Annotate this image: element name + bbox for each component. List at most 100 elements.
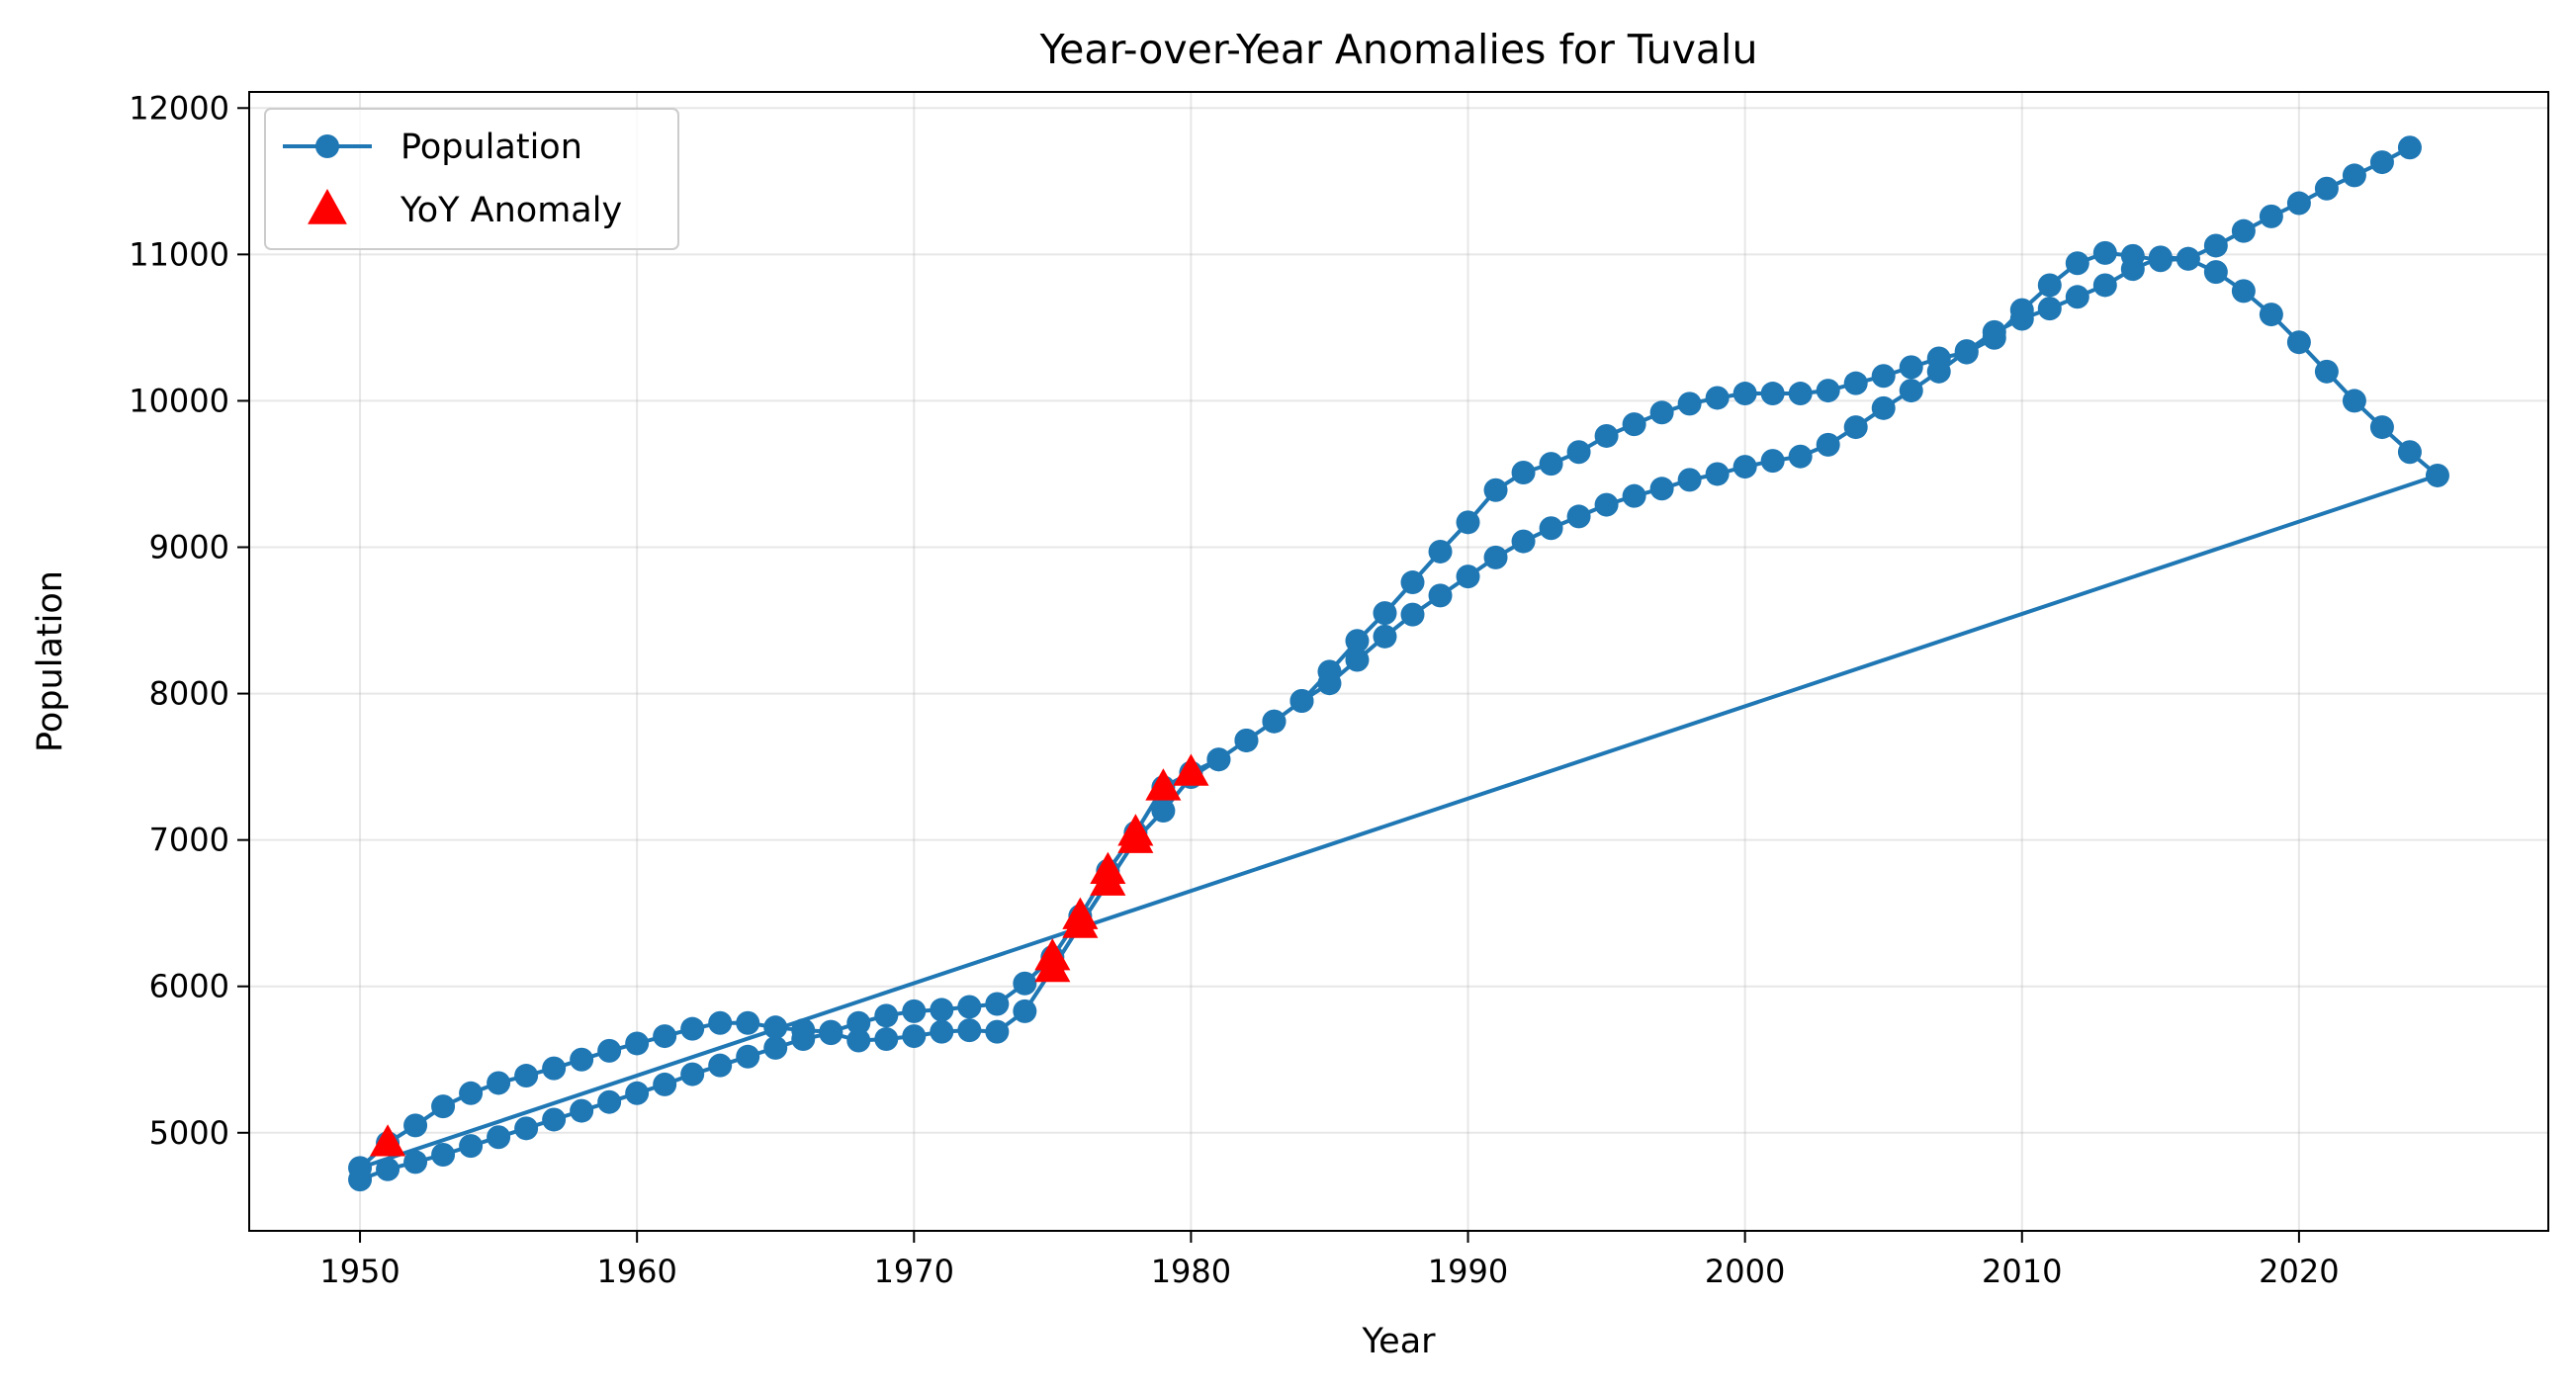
population-point (1871, 395, 1896, 420)
population-point (1317, 659, 1342, 684)
population-point (570, 1047, 594, 1072)
population-point (1649, 477, 1674, 501)
y-tick-label: 6000 (149, 968, 229, 1005)
population-point (1566, 440, 1591, 465)
population-point (1622, 483, 1646, 508)
population-point (542, 1107, 567, 1132)
y-tick-label: 8000 (149, 675, 229, 713)
population-point (902, 999, 927, 1023)
population-point (2259, 303, 2283, 327)
population-point (1400, 602, 1425, 627)
population-point (1622, 412, 1646, 437)
population-point (846, 1010, 871, 1035)
population-point (957, 995, 982, 1019)
population-point (1594, 423, 1619, 448)
x-tick-label: 1950 (319, 1253, 400, 1290)
population-point (2397, 135, 2422, 160)
population-point (1345, 629, 1370, 653)
population-point (403, 1150, 428, 1174)
population-point (2286, 330, 2311, 355)
population-point (625, 1081, 650, 1105)
population-point (736, 1044, 760, 1069)
population-point (680, 1062, 705, 1087)
population-point (2286, 191, 2311, 216)
population-point (1483, 478, 1508, 502)
population-point (1677, 391, 1702, 416)
population-point (459, 1134, 484, 1159)
anomaly-point (1173, 753, 1209, 786)
population-point (2231, 279, 2256, 304)
population-point (1483, 545, 1508, 569)
population-point (2009, 298, 2034, 322)
population-point (2231, 218, 2256, 243)
plot-area (348, 135, 2449, 1192)
y-tick-label: 10000 (129, 382, 229, 419)
population-point (736, 1010, 760, 1035)
x-tick-label: 1960 (596, 1253, 676, 1290)
x-tick-label: 1990 (1428, 1253, 1508, 1290)
population-point (653, 1072, 677, 1096)
anomaly-point (1062, 897, 1099, 929)
population-point (2314, 359, 2339, 384)
population-point (1732, 455, 1757, 479)
population-point (653, 1024, 677, 1049)
population-point (1373, 601, 1397, 626)
population-point (846, 1028, 871, 1053)
y-tick-label: 7000 (149, 822, 229, 859)
population-point (2259, 204, 2283, 228)
population-point (1899, 355, 1923, 380)
legend-marker-population (315, 134, 339, 158)
anomaly-point (370, 1124, 406, 1157)
y-axis: 5000 6000 7000 8000 9000 10000 11000 12000 (129, 89, 249, 1152)
axes-frame (248, 91, 2549, 1232)
population-point (2425, 463, 2449, 487)
population-point (487, 1125, 511, 1150)
population-point (625, 1031, 650, 1056)
y-tick-label: 5000 (149, 1114, 229, 1152)
population-point (487, 1071, 511, 1095)
population-point (1788, 382, 1813, 406)
population-point (1511, 460, 1536, 484)
gridlines (249, 92, 2548, 1231)
legend-box (264, 108, 679, 250)
population-point (1899, 379, 1923, 403)
y-tick-label: 11000 (129, 235, 229, 273)
population-point (1594, 492, 1619, 517)
population-point (570, 1098, 594, 1123)
population-point (680, 1016, 705, 1041)
population-point (597, 1089, 622, 1114)
population-point (1428, 539, 1453, 564)
population-point (708, 1010, 733, 1035)
population-point (514, 1116, 539, 1141)
legend: Population YoY Anomaly (264, 108, 679, 250)
anomaly-point (1117, 814, 1154, 846)
population-point (2342, 389, 2366, 413)
population-point (1926, 346, 1951, 371)
population-point (431, 1143, 456, 1168)
y-tick-label: 9000 (149, 529, 229, 566)
population-point (2120, 243, 2145, 268)
population-point (1511, 529, 1536, 554)
x-tick-label: 1980 (1151, 1253, 1231, 1290)
population-point (1289, 688, 1314, 713)
population-point (1843, 415, 1868, 440)
population-point (985, 1019, 1010, 1044)
population-point (1206, 747, 1231, 772)
population-point (791, 1018, 816, 1043)
population-point (2176, 246, 2200, 271)
legend-marker-anomaly (308, 189, 347, 224)
population-point (1843, 371, 1868, 395)
population-point (431, 1094, 456, 1119)
population-point (2342, 163, 2366, 188)
population-point (930, 998, 954, 1022)
population-point (1456, 565, 1480, 589)
population-point (708, 1053, 733, 1078)
population-point (1151, 799, 1176, 824)
population-point (2092, 273, 2117, 298)
population-point (2065, 251, 2089, 276)
population-point (1566, 504, 1591, 529)
population-point (1982, 325, 2006, 350)
population-point (1400, 570, 1425, 595)
population-point (459, 1081, 484, 1105)
population-point (2369, 150, 2394, 175)
